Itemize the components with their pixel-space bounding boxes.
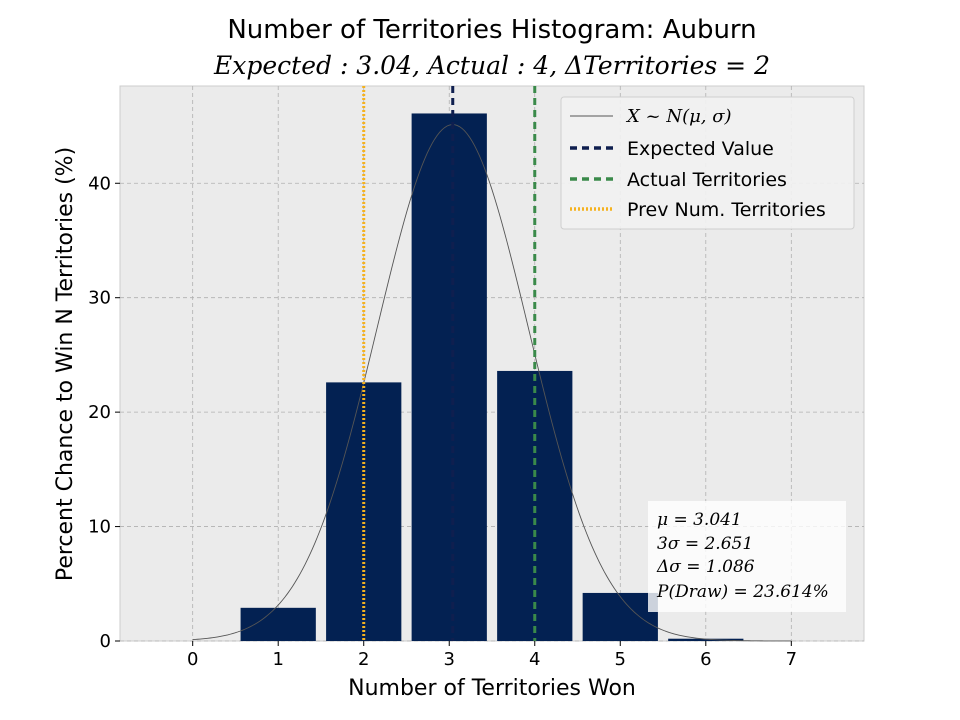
y-tick-label: 40: [88, 173, 111, 194]
y-axis-label: Percent Chance to Win N Territories (%): [53, 147, 78, 581]
legend-curve-label: X ~ N(μ, σ): [625, 106, 732, 127]
y-tick-label: 10: [88, 517, 111, 538]
chart-title: Number of Territories Histogram: Auburn: [227, 15, 756, 45]
x-tick-label: 0: [187, 649, 198, 670]
x-tick-label: 7: [786, 649, 797, 670]
y-axis-ticks: 0 10 20 30 40: [88, 173, 120, 652]
y-tick-label: 30: [88, 288, 111, 309]
chart-subtitle: Expected : 3.04, Actual : 4, ΔTerritorie…: [213, 51, 770, 80]
x-tick-label: 1: [272, 649, 283, 670]
legend-prev-label: Prev Num. Territories: [627, 199, 826, 221]
y-tick-label: 0: [100, 631, 111, 652]
x-tick-label: 3: [444, 649, 455, 670]
legend-expected-label: Expected Value: [627, 138, 774, 160]
reference-lines-group: [362, 86, 537, 641]
legend: X ~ N(μ, σ) Expected Value Actual Territ…: [560, 96, 855, 230]
bar: [582, 592, 658, 641]
normal-curve: [192, 124, 792, 642]
stats-delta-sigma: Δσ = 1.086: [656, 557, 755, 577]
normal-curve-group: [192, 124, 792, 642]
x-tick-label: 5: [615, 649, 626, 670]
bar: [240, 607, 316, 641]
stats-box-background: [648, 501, 846, 612]
x-axis-label: Number of Territories Won: [348, 676, 636, 701]
stats-3sigma: 3σ = 2.651: [657, 534, 753, 554]
y-tick-label: 20: [88, 402, 111, 423]
x-axis-ticks: 0 1 2 3 4 5 6 7: [187, 641, 797, 670]
x-tick-label: 6: [700, 649, 711, 670]
x-tick-label: 4: [529, 649, 540, 670]
bar: [411, 113, 487, 641]
x-tick-label: 2: [358, 649, 369, 670]
stats-box: μ = 3.041 3σ = 2.651 Δσ = 1.086 P(Draw) …: [648, 501, 846, 612]
stats-p-draw: P(Draw) = 23.614%: [656, 582, 829, 602]
bar: [668, 638, 744, 641]
stats-mu: μ = 3.041: [657, 510, 742, 530]
legend-actual-label: Actual Territories: [627, 169, 787, 191]
legend-box: [560, 96, 855, 230]
